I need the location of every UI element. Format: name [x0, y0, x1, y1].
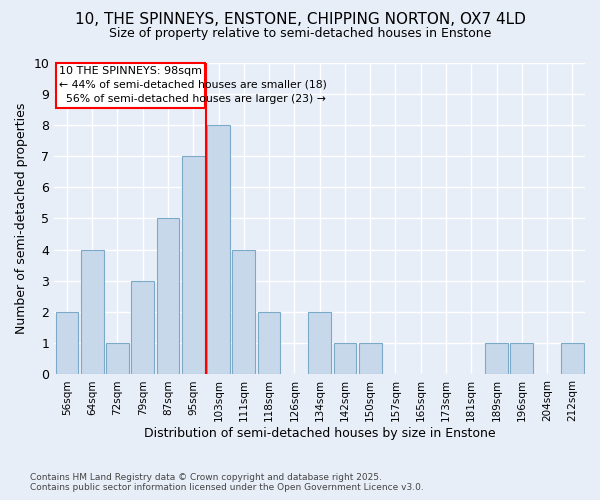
Bar [131, 281, 154, 374]
Bar [334, 344, 356, 374]
Bar [106, 344, 129, 374]
Bar [182, 156, 205, 374]
Bar [308, 312, 331, 374]
Text: Contains HM Land Registry data © Crown copyright and database right 2025.
Contai: Contains HM Land Registry data © Crown c… [30, 473, 424, 492]
Bar [258, 312, 280, 374]
Text: 10, THE SPINNEYS, ENSTONE, CHIPPING NORTON, OX7 4LD: 10, THE SPINNEYS, ENSTONE, CHIPPING NORT… [74, 12, 526, 28]
Bar [56, 312, 78, 374]
Bar [511, 344, 533, 374]
Bar [359, 344, 382, 374]
Text: Size of property relative to semi-detached houses in Enstone: Size of property relative to semi-detach… [109, 28, 491, 40]
Bar [157, 218, 179, 374]
Text: ← 44% of semi-detached houses are smaller (18): ← 44% of semi-detached houses are smalle… [59, 80, 327, 90]
Text: 10 THE SPINNEYS: 98sqm: 10 THE SPINNEYS: 98sqm [59, 66, 202, 76]
Bar [232, 250, 255, 374]
Bar [485, 344, 508, 374]
Bar [207, 125, 230, 374]
Bar [81, 250, 104, 374]
X-axis label: Distribution of semi-detached houses by size in Enstone: Distribution of semi-detached houses by … [144, 427, 496, 440]
Y-axis label: Number of semi-detached properties: Number of semi-detached properties [15, 103, 28, 334]
Bar [561, 344, 584, 374]
FancyBboxPatch shape [56, 62, 205, 108]
Text: 56% of semi-detached houses are larger (23) →: 56% of semi-detached houses are larger (… [59, 94, 326, 104]
